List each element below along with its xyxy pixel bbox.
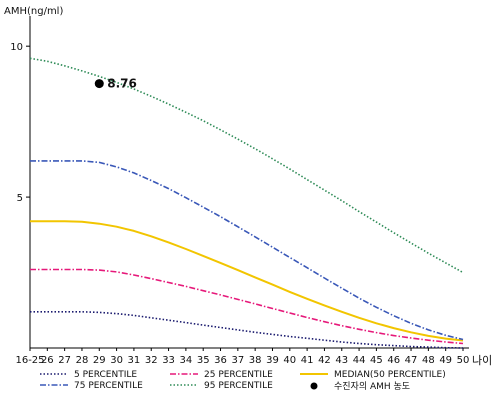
x-tick-label: 32 bbox=[145, 355, 158, 366]
x-tick-label: 35 bbox=[197, 355, 210, 366]
legend-label: 25 PERCENTILE bbox=[204, 370, 273, 380]
x-tick-label: 29 bbox=[93, 355, 106, 366]
legend: 5 PERCENTILE 25 PERCENTILE MEDIAN(50 PERCE… bbox=[40, 370, 446, 392]
series-line-75-percentile bbox=[30, 160, 464, 341]
x-tick-label: 36 bbox=[214, 355, 227, 366]
x-tick-label: 26 bbox=[41, 355, 54, 366]
legend-marker-dot bbox=[310, 382, 318, 390]
y-axis-title: AMH(ng/ml) bbox=[4, 6, 63, 17]
legend-label: 75 PERCENTILE bbox=[74, 381, 143, 391]
legend-label: 95 PERCENTILE bbox=[204, 381, 273, 391]
x-tick-label: 37 bbox=[231, 355, 244, 366]
y-tick-label: 5 bbox=[17, 193, 23, 204]
legend-marker-label: 수진자의 AMH 농도 bbox=[334, 381, 410, 392]
x-tick-label: 39 bbox=[266, 355, 279, 366]
legend-label: MEDIAN(50 PERCENTILE) bbox=[334, 370, 446, 380]
x-tick-label: 46 bbox=[387, 355, 400, 366]
x-tick-label: 45 bbox=[370, 355, 383, 366]
series-line-25-percentile bbox=[30, 268, 464, 345]
percentile-lines bbox=[29, 57, 464, 349]
x-tick-label: 27 bbox=[58, 355, 71, 366]
x-tick-label: 41 bbox=[301, 355, 314, 366]
x-tick-label: 33 bbox=[162, 355, 175, 366]
patient-amh-point bbox=[94, 79, 104, 89]
series-line-5-percentile bbox=[30, 311, 464, 349]
x-tick-label: 34 bbox=[180, 355, 193, 366]
axes bbox=[29, 16, 469, 349]
series-line-median-50-percentile- bbox=[30, 220, 464, 342]
x-tick-label: 47 bbox=[405, 355, 418, 366]
x-tick-label: 16-25 bbox=[15, 355, 44, 366]
x-tick-label: 49 bbox=[439, 355, 452, 366]
x-tick-label: 30 bbox=[110, 355, 123, 366]
y-tick-label: 10 bbox=[10, 42, 23, 53]
x-axis-title: 나이 bbox=[472, 354, 492, 367]
x-tick-label: 42 bbox=[318, 355, 331, 366]
x-tick-label: 38 bbox=[249, 355, 262, 366]
legend-label: 5 PERCENTILE bbox=[74, 370, 137, 380]
x-tick-label: 28 bbox=[76, 355, 89, 366]
x-tick-label: 44 bbox=[353, 355, 366, 366]
x-tick-label: 50 bbox=[457, 355, 470, 366]
x-tick-label: 40 bbox=[283, 355, 296, 366]
series-line-95-percentile bbox=[29, 57, 464, 274]
patient-amh-value: 8.76 bbox=[107, 77, 137, 91]
patient-marker-group: 8.76 bbox=[94, 77, 137, 91]
x-tick-label: 48 bbox=[422, 355, 435, 366]
x-tick-label: 43 bbox=[335, 355, 348, 366]
x-tick-label: 31 bbox=[128, 355, 141, 366]
